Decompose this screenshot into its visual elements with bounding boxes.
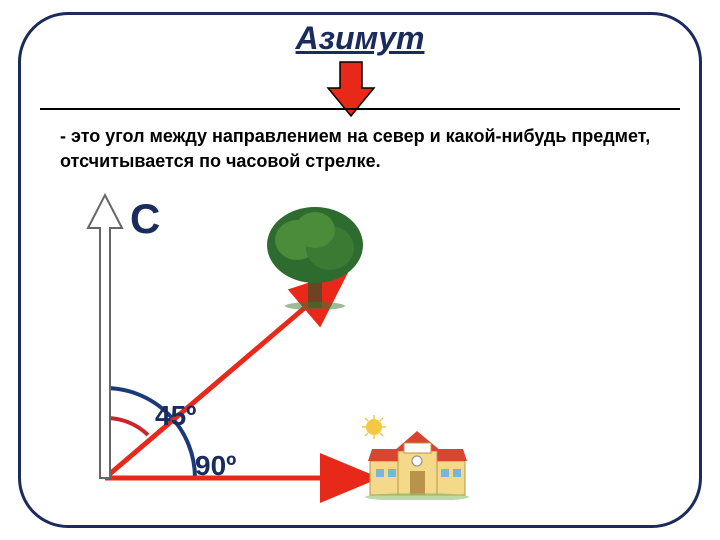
arc-45-icon [105, 418, 148, 435]
north-label: С [130, 195, 160, 243]
school-icon [360, 415, 475, 500]
tree-icon [255, 200, 375, 310]
north-arrow-icon [88, 195, 122, 478]
angle-45-label: 45º [155, 400, 196, 432]
angle-90-label: 90º [195, 450, 236, 482]
